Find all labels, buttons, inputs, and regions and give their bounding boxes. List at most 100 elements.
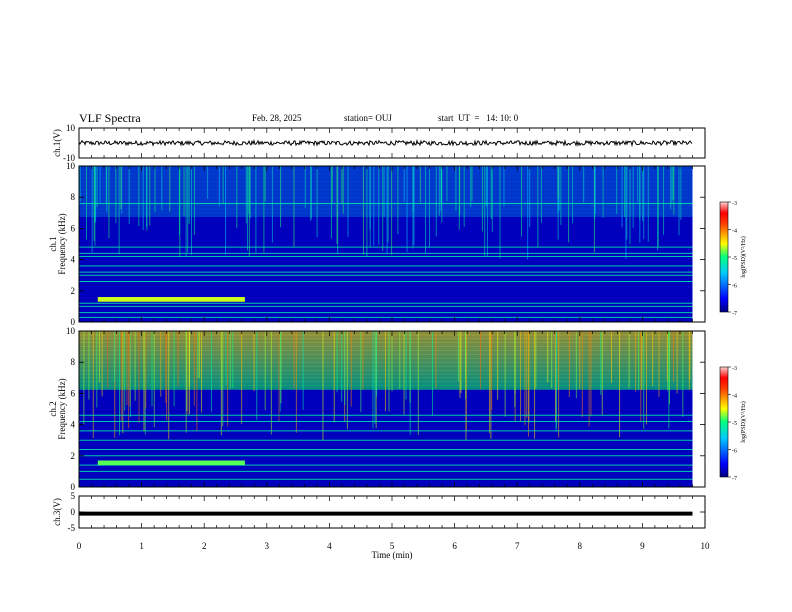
spectrum-row: [79, 271, 693, 276]
spectrum-row: [79, 294, 693, 299]
x-axis-label: Time (min): [372, 550, 413, 560]
colorbar-tick-label: -3: [732, 201, 737, 207]
y-tick-label: 8: [71, 357, 76, 367]
spectrum-row: [79, 236, 693, 241]
y-tick-label: 8: [71, 192, 76, 202]
spectrum-row: [79, 455, 693, 460]
colorbar-tick-label: -5: [732, 421, 737, 427]
y-tick-label: 10: [66, 326, 76, 336]
spectrum-row: [79, 436, 693, 441]
colorbar-tick-label: -4: [732, 229, 737, 235]
waveform-trace: [78, 139, 693, 148]
spectrum-row: [79, 240, 693, 245]
colorbar-tick-label: -3: [732, 366, 737, 372]
spectrum-row: [79, 251, 693, 256]
spectrum-row: [79, 420, 693, 425]
spectrum-row: [79, 467, 693, 472]
x-tick-label: 6: [452, 541, 457, 551]
y-axis-label: Frequency (kHz): [57, 378, 67, 439]
y-tick-label: -5: [68, 523, 76, 533]
spectrum-row: [79, 212, 693, 217]
y-tick-label: 10: [66, 123, 76, 133]
y-tick-label: -10: [63, 153, 75, 163]
y-tick-label: 0: [71, 317, 76, 327]
spectrum-row: [79, 166, 693, 171]
x-tick-label: 7: [515, 541, 520, 551]
y-tick-label: 4: [71, 255, 76, 265]
spectrum-row: [79, 189, 693, 194]
colorbar-tick-label: -7: [732, 476, 737, 482]
spectrum-row: [79, 483, 693, 488]
x-tick-label: 4: [327, 541, 332, 551]
spectrum-row: [79, 220, 693, 225]
x-tick-label: 2: [202, 541, 207, 551]
y-axis-label: ch.1: [48, 236, 58, 251]
spectrum-row: [79, 471, 693, 476]
x-tick-label: 10: [701, 541, 711, 551]
y-tick-label: 4: [71, 420, 76, 430]
spectrum-row: [79, 318, 693, 323]
spectrum-row: [79, 259, 693, 264]
spectrum-row: [79, 432, 693, 437]
y-axis-label: ch.2: [48, 401, 58, 416]
start-time-label: start UT = 14: 10: 0: [438, 113, 519, 123]
colorbar-tick-label: -7: [732, 311, 737, 317]
strong-band: [97, 460, 245, 466]
colorbar-tick-label: -4: [732, 394, 737, 400]
colorbar-tick-label: -6: [732, 449, 737, 455]
spectrum-row: [79, 216, 693, 221]
spectrum-row: [79, 205, 693, 210]
colorbar-label: log(PSD)(V²/Hz): [740, 236, 747, 277]
figure-title: VLF Spectra: [79, 111, 141, 125]
spectrum-row: [79, 463, 693, 468]
y-axis-label: ch.1(V): [52, 129, 62, 157]
y-axis-label: Frequency (kHz): [57, 213, 67, 274]
colorbar: [719, 366, 729, 478]
y-tick-label: 5: [71, 491, 76, 501]
spectrum-row: [79, 409, 693, 414]
spectrum-row: [79, 298, 693, 303]
spectrum-row: [79, 244, 693, 249]
spectrum-row: [79, 185, 693, 190]
x-tick-label: 9: [640, 541, 645, 551]
spectrum-row: [79, 416, 693, 421]
spectrum-row: [79, 247, 693, 253]
station-label: station= OUJ: [344, 113, 392, 123]
spectrum-row: [79, 290, 693, 295]
spectrum-row: [79, 451, 693, 457]
spectrum-row: [79, 479, 693, 484]
date-label: Feb. 28, 2025: [252, 113, 302, 123]
colorbar-label: log(PSD)(V²/Hz): [740, 401, 747, 442]
spectrum-row: [79, 314, 693, 319]
spectrum-row: [79, 208, 693, 214]
spectrum-row: [79, 275, 693, 280]
y-axis-label: ch.3(V): [52, 498, 62, 526]
spectrum-row: [79, 228, 693, 233]
spectrum-row: [79, 177, 693, 182]
colorbar-tick-label: -6: [732, 284, 737, 290]
spectrum-row: [79, 459, 693, 464]
spectrum-row: [79, 306, 693, 311]
spectrum-row: [79, 181, 693, 186]
spectrum-row: [79, 286, 693, 292]
spectrum-row: [79, 255, 693, 260]
spectrum-row: [79, 224, 693, 229]
y-tick-label: 10: [66, 161, 76, 171]
spectrum-row: [79, 302, 693, 307]
spectrum-row: [79, 193, 693, 198]
y-tick-label: 0: [71, 507, 76, 517]
spectrum-row: [79, 267, 693, 272]
spectrum-row: [79, 440, 693, 445]
y-tick-label: 2: [71, 286, 76, 296]
x-tick-label: 1: [139, 541, 144, 551]
x-tick-label: 3: [265, 541, 270, 551]
spectrum-row: [79, 173, 693, 178]
x-tick-label: 5: [390, 541, 395, 551]
colorbar: [719, 201, 729, 313]
spectrum-row: [79, 444, 693, 449]
strong-band: [97, 297, 245, 302]
spectrum-row: [79, 169, 693, 175]
colorbar-tick-label: -5: [732, 256, 737, 262]
